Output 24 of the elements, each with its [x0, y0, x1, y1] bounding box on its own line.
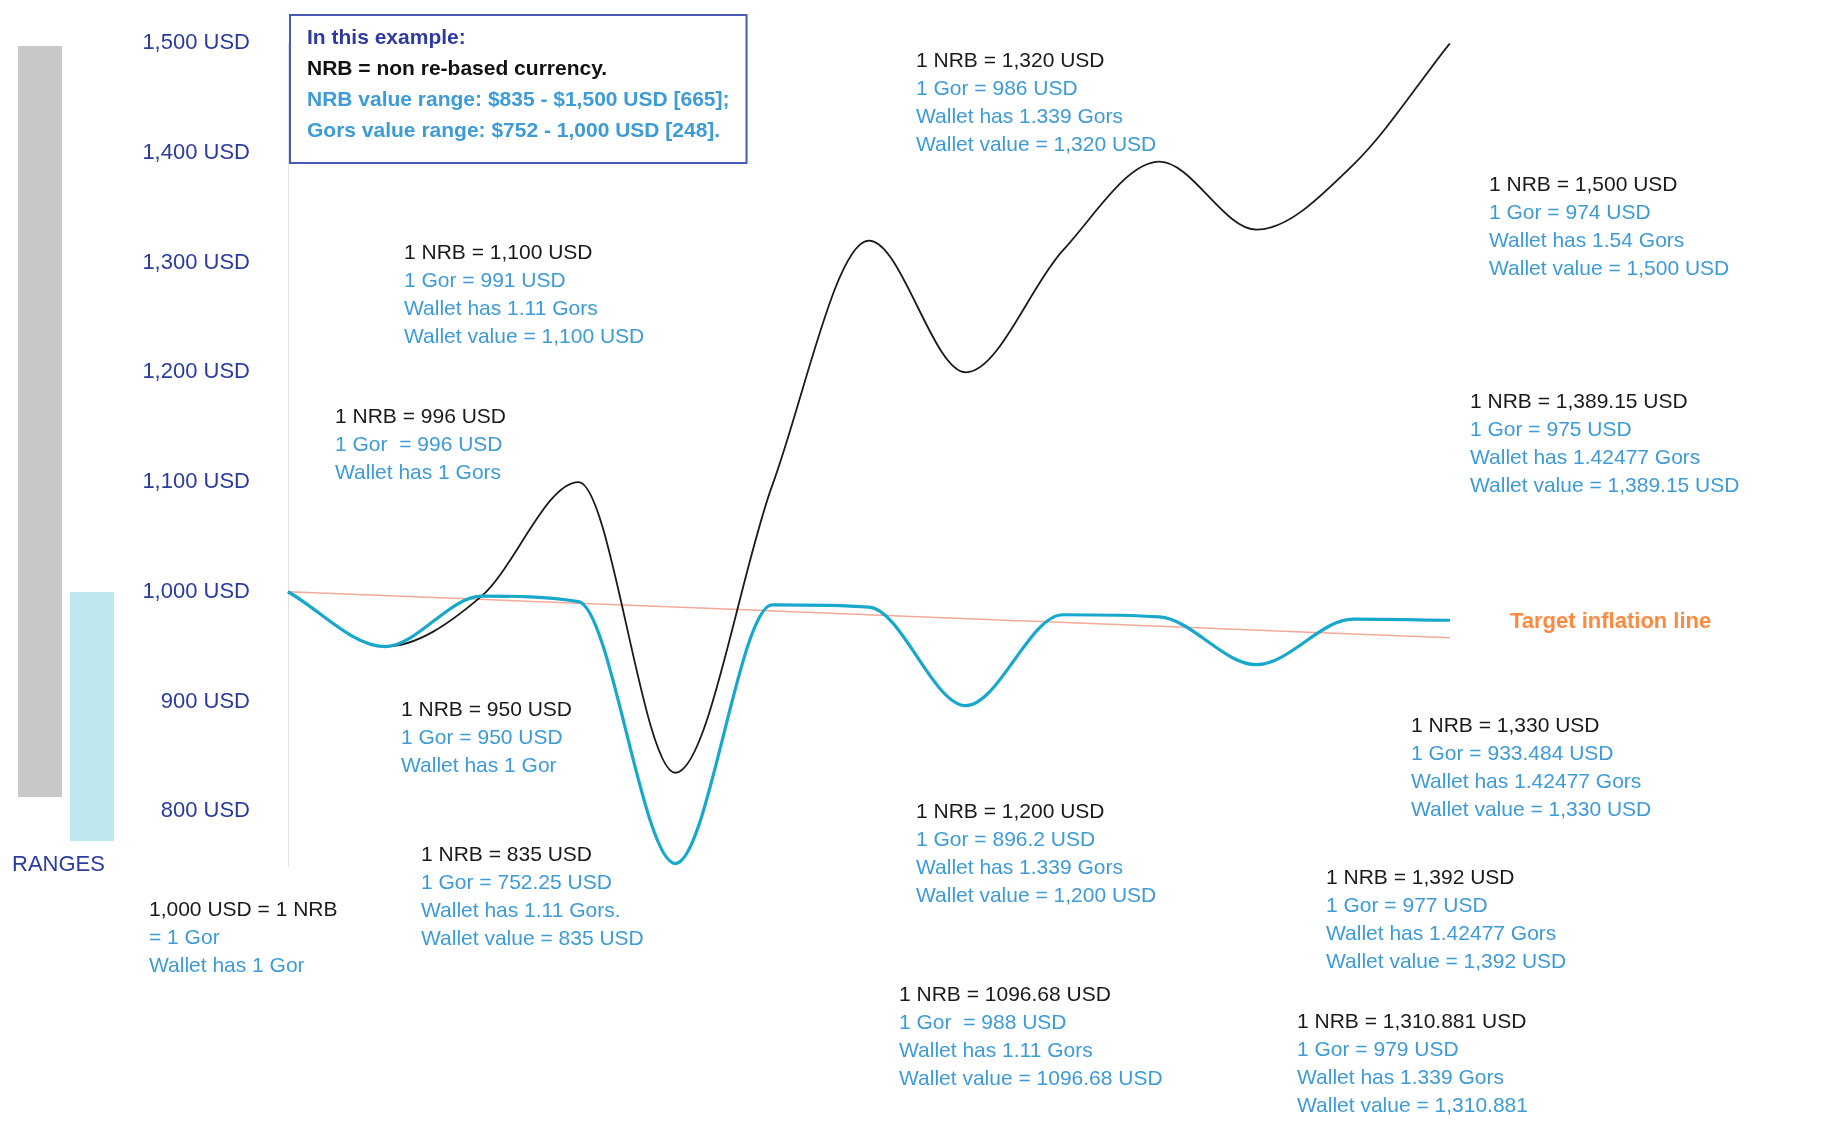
- y-tick-label: 1,100 USD: [142, 468, 250, 494]
- annotation: 1 NRB = 1,100 USD 1 Gor = 991 USD Wallet has 1.11 Gors Wallet value = 1,100 USD: [404, 240, 645, 348]
- y-tick-label: 900 USD: [160, 687, 250, 713]
- text: 1 NRB = 1096.68 USD 1 Gor = 988 USD Wallet has 1.11 Gors Wallet value = 1096.68 USD: [899, 982, 1163, 1090]
- annotation: 1 NRB = 1,389.15 USD 1 Gor = 975 USD Wallet has 1.42477 Gors Wallet value = 1,389.15 USD: [1470, 389, 1740, 497]
- y-tick-label: 1,500 USD: [142, 29, 250, 55]
- text: 1 NRB = 1,310.881 USD 1 Gor = 979 USD Wallet has 1.339 Gors Wallet value = 1,310.881: [1297, 1009, 1528, 1117]
- annotation: 1 NRB = 1,200 USD 1 Gor = 896.2 USD Wallet has 1.339 Gors Wallet value = 1,200 USD: [916, 799, 1157, 907]
- annotation: 1 NRB = 950 USD 1 Gor = 950 USD Wallet has 1 Gor: [401, 697, 572, 777]
- annotation: 1 NRB = 996 USD 1 Gor = 996 USD Wallet has 1 Gors: [335, 404, 506, 484]
- y-tick-label: 800 USD: [160, 797, 250, 823]
- annotation: 1 NRB = 1,500 USD 1 Gor = 974 USD Wallet has 1.54 Gors Wallet value = 1,500 USD: [1489, 172, 1730, 280]
- y-tick-label: 1,000 USD: [142, 577, 250, 603]
- annotation: 1 NRB = 1,330 USD 1 Gor = 933.484 USD Wallet has 1.42477 Gors Wallet value = 1,330 USD: [1411, 713, 1652, 821]
- text: 1,000 USD = 1 NRB = 1 Gor Wallet has 1 Gor: [149, 897, 338, 977]
- text: RANGES: [12, 851, 105, 877]
- annotation: In this example: NRB = non re-based currency. NRB value range: $835 - $1,500 USD [665]; Gors value range: $752 - 1,000 USD [248].: [307, 25, 730, 142]
- annotation: 1 NRB = 1,320 USD 1 Gor = 986 USD Wallet has 1.339 Gors Wallet value = 1,320 USD: [916, 48, 1157, 156]
- text: Target inflation line: [1510, 607, 1712, 633]
- y-tick-label: 1,300 USD: [142, 248, 250, 274]
- annotation: 1 NRB = 835 USD 1 Gor = 752.25 USD Wallet has 1.11 Gors. Wallet value = 835 USD: [421, 842, 644, 950]
- y-tick-label: 1,200 USD: [142, 358, 250, 384]
- y-tick-label: 1,400 USD: [142, 138, 250, 164]
- annotation: 1 NRB = 1,392 USD 1 Gor = 977 USD Wallet has 1.42477 Gors Wallet value = 1,392 USD: [1326, 865, 1567, 973]
